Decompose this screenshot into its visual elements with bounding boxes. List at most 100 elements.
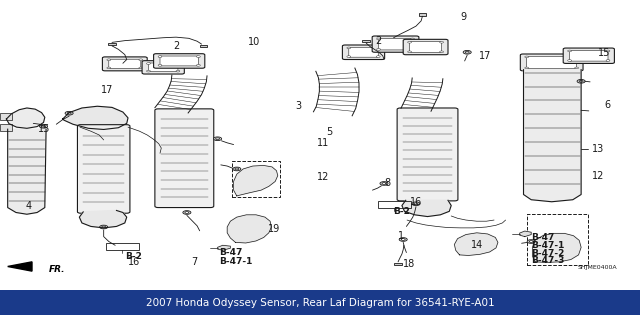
Circle shape	[147, 63, 150, 64]
Polygon shape	[532, 234, 581, 263]
FancyBboxPatch shape	[148, 63, 178, 72]
Circle shape	[65, 111, 73, 115]
Text: 10: 10	[248, 37, 260, 47]
Polygon shape	[227, 215, 271, 243]
Polygon shape	[79, 211, 127, 228]
Circle shape	[382, 182, 386, 184]
FancyBboxPatch shape	[563, 48, 614, 63]
Text: 12: 12	[592, 171, 604, 181]
Text: 11: 11	[317, 138, 329, 148]
Circle shape	[376, 48, 380, 50]
Circle shape	[465, 51, 469, 53]
Circle shape	[216, 138, 220, 140]
Text: 6: 6	[605, 100, 611, 110]
Polygon shape	[524, 70, 581, 202]
Text: B-47-3: B-47-3	[531, 256, 564, 265]
Circle shape	[147, 70, 150, 72]
FancyBboxPatch shape	[342, 45, 385, 60]
Polygon shape	[520, 231, 531, 237]
Circle shape	[568, 60, 572, 61]
Bar	[200, 45, 207, 47]
Text: B-47-1: B-47-1	[219, 257, 252, 266]
FancyBboxPatch shape	[372, 36, 419, 52]
Circle shape	[575, 67, 579, 69]
Polygon shape	[402, 200, 451, 217]
Circle shape	[577, 79, 585, 83]
Text: 14: 14	[471, 240, 483, 250]
Text: 9: 9	[461, 12, 467, 22]
Circle shape	[568, 50, 572, 52]
Circle shape	[347, 47, 351, 49]
Circle shape	[139, 59, 143, 61]
Circle shape	[107, 59, 111, 61]
Circle shape	[527, 240, 535, 243]
Text: 13: 13	[592, 144, 604, 154]
Bar	[419, 13, 426, 16]
Polygon shape	[8, 129, 46, 214]
FancyBboxPatch shape	[154, 54, 205, 68]
Text: B-47: B-47	[531, 233, 555, 242]
FancyBboxPatch shape	[142, 61, 184, 74]
Circle shape	[408, 51, 412, 53]
FancyBboxPatch shape	[520, 54, 583, 71]
Bar	[527, 214, 588, 265]
FancyBboxPatch shape	[160, 56, 198, 66]
Text: 7: 7	[191, 257, 197, 267]
Text: B-47-2: B-47-2	[531, 249, 564, 258]
Circle shape	[67, 112, 71, 114]
Circle shape	[575, 56, 579, 58]
Circle shape	[411, 38, 415, 40]
Text: SHJME0400A: SHJME0400A	[577, 265, 617, 270]
Circle shape	[185, 211, 189, 213]
Text: 17: 17	[479, 51, 491, 61]
Text: B-47: B-47	[219, 248, 243, 257]
Circle shape	[399, 238, 407, 241]
FancyBboxPatch shape	[102, 57, 147, 71]
Circle shape	[100, 225, 108, 229]
Text: 16: 16	[128, 257, 140, 267]
Circle shape	[606, 60, 610, 61]
Circle shape	[606, 50, 610, 52]
Text: 18: 18	[403, 259, 415, 269]
Circle shape	[408, 41, 412, 43]
FancyBboxPatch shape	[379, 38, 413, 50]
Text: 2: 2	[173, 41, 179, 51]
FancyBboxPatch shape	[410, 42, 442, 52]
Circle shape	[376, 47, 380, 49]
Text: 19: 19	[268, 224, 280, 234]
FancyBboxPatch shape	[155, 109, 214, 208]
Text: 3: 3	[296, 101, 302, 111]
Circle shape	[102, 226, 106, 228]
Circle shape	[42, 125, 45, 127]
Circle shape	[233, 167, 241, 171]
Text: B-2: B-2	[393, 207, 410, 216]
Circle shape	[463, 50, 471, 54]
FancyBboxPatch shape	[570, 50, 608, 61]
Text: 15: 15	[598, 48, 610, 58]
Circle shape	[139, 67, 143, 69]
Bar	[394, 263, 402, 265]
FancyBboxPatch shape	[349, 47, 378, 57]
Bar	[106, 243, 139, 250]
Circle shape	[380, 182, 388, 185]
Circle shape	[440, 41, 444, 43]
Circle shape	[376, 38, 380, 40]
Circle shape	[196, 56, 200, 57]
Circle shape	[525, 56, 529, 58]
Circle shape	[214, 137, 221, 141]
Circle shape	[579, 80, 583, 82]
Text: 15: 15	[38, 124, 51, 134]
FancyBboxPatch shape	[397, 108, 458, 201]
Circle shape	[440, 51, 444, 53]
Circle shape	[158, 64, 162, 66]
Bar	[232, 161, 280, 197]
Polygon shape	[218, 245, 230, 250]
Text: 1: 1	[398, 231, 404, 241]
Bar	[378, 201, 411, 208]
FancyBboxPatch shape	[77, 125, 130, 213]
Bar	[0, 290, 640, 315]
FancyBboxPatch shape	[109, 59, 141, 69]
Text: 5: 5	[326, 127, 333, 137]
Polygon shape	[454, 233, 498, 256]
Circle shape	[401, 239, 405, 241]
